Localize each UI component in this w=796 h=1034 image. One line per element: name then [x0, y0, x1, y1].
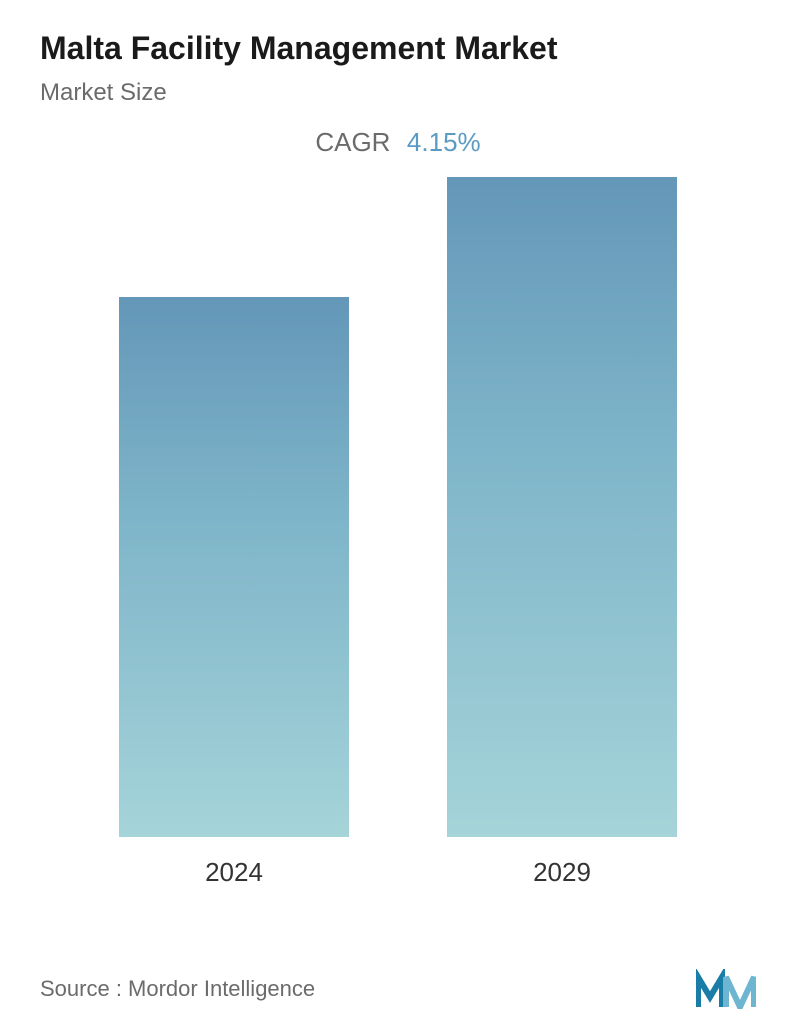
bar-label-0: 2024 — [205, 857, 263, 888]
bar-group-1: 2029 — [427, 177, 697, 888]
chart-subtitle: Market Size — [40, 79, 756, 107]
cagr-value: 4.15% — [407, 127, 481, 157]
chart-title: Malta Facility Management Market — [40, 30, 756, 67]
bar-0 — [119, 297, 349, 837]
cagr-label: CAGR — [315, 127, 390, 157]
mordor-logo-icon — [696, 969, 756, 1009]
chart-area: 2024 2029 — [40, 188, 756, 888]
bar-group-0: 2024 — [99, 297, 369, 888]
cagr-row: CAGR 4.15% — [40, 127, 756, 158]
footer: Source : Mordor Intelligence — [40, 969, 756, 1009]
bar-label-1: 2029 — [533, 857, 591, 888]
bar-1 — [447, 177, 677, 837]
source-text: Source : Mordor Intelligence — [40, 976, 315, 1002]
